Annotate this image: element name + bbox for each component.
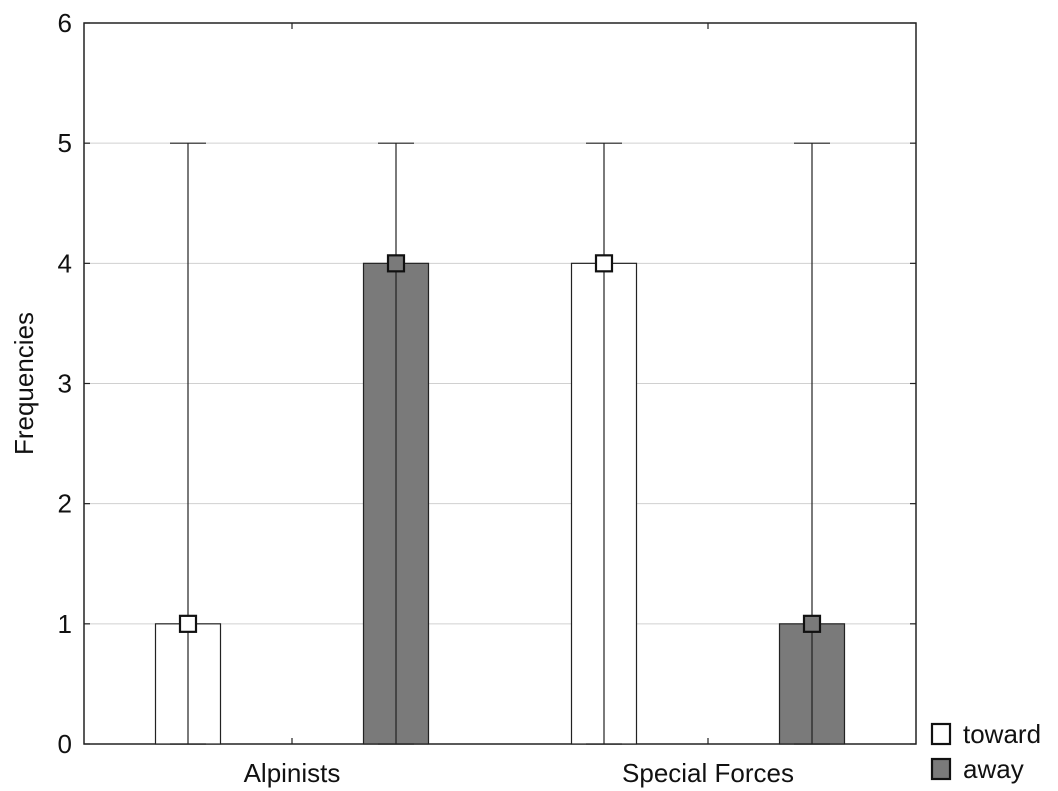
y-tick-label: 1 — [58, 609, 72, 639]
y-tick-label: 5 — [58, 128, 72, 158]
legend-swatch-toward — [930, 722, 952, 746]
y-tick-label: 3 — [58, 369, 72, 399]
point-marker — [802, 614, 822, 633]
y-tick-label: 4 — [58, 248, 72, 278]
legend-swatch-away — [930, 757, 952, 781]
error-bars — [170, 142, 830, 745]
y-tick-label: 0 — [58, 729, 72, 759]
y-axis: 0 1 2 3 4 5 6 — [58, 8, 916, 759]
grid-lines — [84, 142, 916, 625]
y-tick-label: 2 — [58, 489, 72, 519]
legend-label-away: away — [963, 754, 1024, 784]
x-axis: Alpinists Special Forces — [244, 23, 794, 788]
legend: toward away — [930, 719, 1041, 784]
point-marker — [594, 254, 614, 273]
point-marker — [178, 614, 198, 633]
x-tick-label: Alpinists — [244, 758, 341, 788]
x-tick-label: Special Forces — [622, 758, 794, 788]
y-axis-label: Frequencies — [9, 312, 39, 455]
y-tick-label: 6 — [58, 8, 72, 38]
point-marker — [386, 254, 406, 273]
legend-label-toward: toward — [963, 719, 1041, 749]
